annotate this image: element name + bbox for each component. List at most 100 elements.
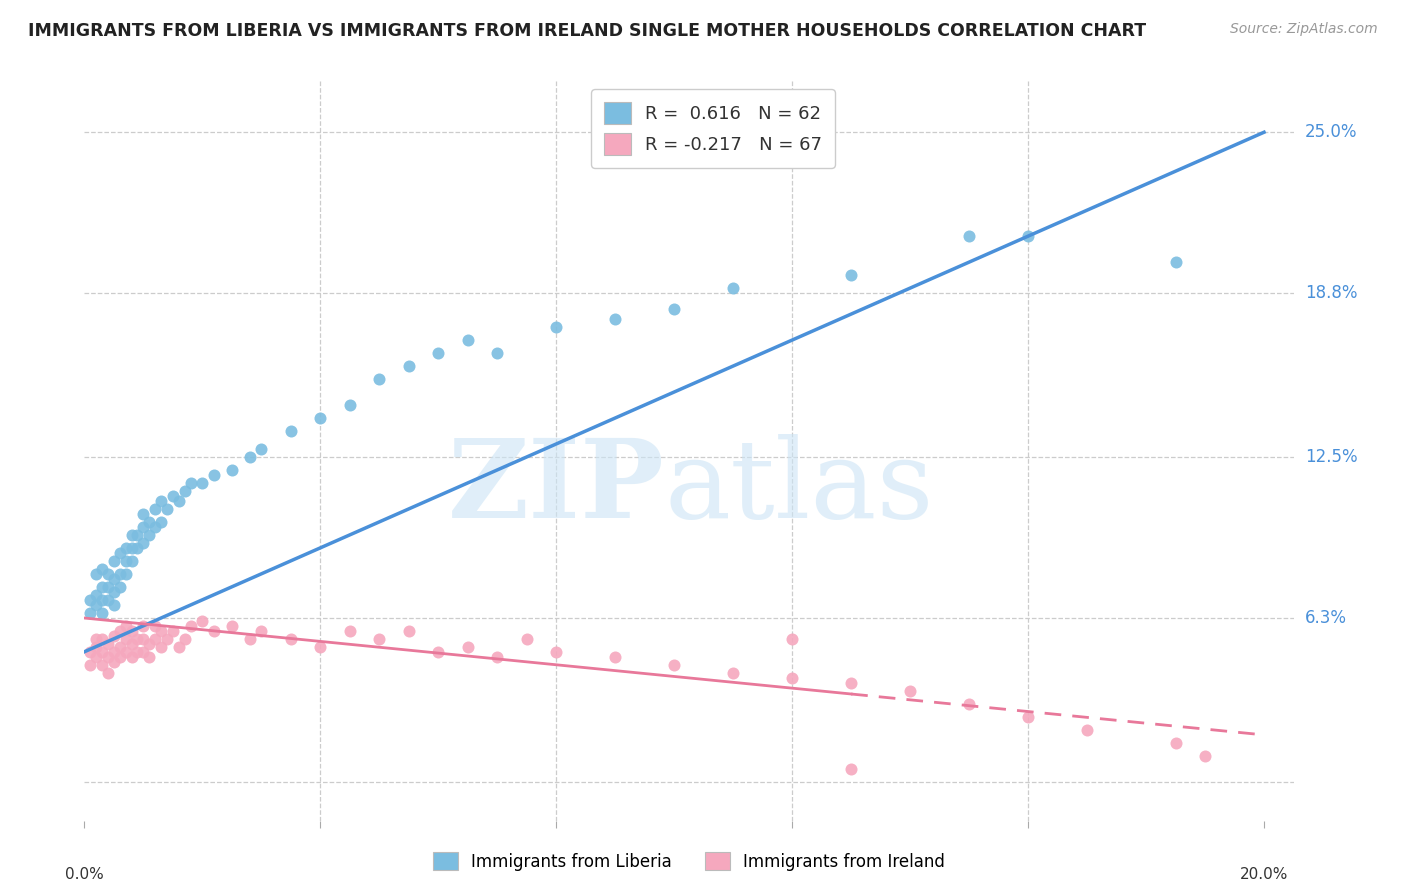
Point	[84, 588, 107, 602]
Point	[280, 424, 302, 438]
Point	[127, 645, 149, 659]
Point	[605, 312, 627, 326]
Point	[162, 489, 184, 503]
Point	[121, 624, 143, 638]
Point	[427, 645, 450, 659]
Point	[839, 762, 862, 776]
Point	[398, 359, 420, 373]
Point	[664, 301, 686, 316]
Point	[108, 650, 131, 665]
Point	[1017, 229, 1039, 244]
Point	[84, 566, 107, 581]
Point	[721, 281, 744, 295]
Point	[150, 515, 173, 529]
Legend: Immigrants from Liberia, Immigrants from Ireland: Immigrants from Liberia, Immigrants from…	[425, 844, 953, 879]
Point	[114, 541, 136, 555]
Point	[114, 554, 136, 568]
Point	[191, 614, 214, 628]
Point	[84, 650, 107, 665]
Point	[173, 632, 195, 646]
Point	[108, 580, 131, 594]
Point	[121, 637, 143, 651]
Point	[457, 333, 479, 347]
Point	[221, 463, 243, 477]
Point	[97, 580, 120, 594]
Point	[1164, 736, 1187, 750]
Point	[103, 585, 125, 599]
Point	[180, 475, 202, 490]
Point	[91, 606, 114, 620]
Text: Source: ZipAtlas.com: Source: ZipAtlas.com	[1230, 22, 1378, 37]
Point	[121, 541, 143, 555]
Point	[97, 650, 120, 665]
Point	[143, 619, 166, 633]
Point	[202, 468, 225, 483]
Point	[191, 475, 214, 490]
Point	[132, 645, 155, 659]
Point	[97, 665, 120, 680]
Point	[780, 671, 803, 685]
Point	[839, 676, 862, 690]
Point	[309, 411, 332, 425]
Point	[132, 535, 155, 549]
Point	[91, 580, 114, 594]
Point	[368, 372, 391, 386]
Point	[173, 483, 195, 498]
Point	[108, 624, 131, 638]
Point	[121, 650, 143, 665]
Point	[1164, 255, 1187, 269]
Point	[79, 606, 101, 620]
Point	[108, 546, 131, 560]
Text: atlas: atlas	[665, 434, 935, 541]
Point	[546, 320, 568, 334]
Point	[486, 346, 509, 360]
Text: 20.0%: 20.0%	[1240, 867, 1288, 882]
Point	[103, 645, 125, 659]
Point	[486, 650, 509, 665]
Text: 12.5%: 12.5%	[1305, 448, 1357, 466]
Point	[664, 657, 686, 672]
Point	[1194, 748, 1216, 763]
Point	[138, 515, 160, 529]
Point	[167, 494, 190, 508]
Point	[516, 632, 538, 646]
Point	[138, 637, 160, 651]
Point	[84, 640, 107, 654]
Point	[143, 520, 166, 534]
Point	[250, 624, 273, 638]
Point	[114, 566, 136, 581]
Point	[839, 268, 862, 282]
Point	[721, 665, 744, 680]
Point	[103, 655, 125, 669]
Point	[339, 624, 361, 638]
Point	[150, 494, 173, 508]
Point	[79, 645, 101, 659]
Point	[114, 645, 136, 659]
Point	[150, 624, 173, 638]
Point	[108, 566, 131, 581]
Point	[103, 572, 125, 586]
Point	[221, 619, 243, 633]
Point	[546, 645, 568, 659]
Point	[91, 562, 114, 576]
Text: 6.3%: 6.3%	[1305, 609, 1347, 627]
Point	[84, 598, 107, 612]
Point	[238, 632, 260, 646]
Point	[143, 632, 166, 646]
Point	[84, 632, 107, 646]
Point	[143, 502, 166, 516]
Point	[97, 566, 120, 581]
Point	[605, 650, 627, 665]
Point	[97, 592, 120, 607]
Point	[91, 632, 114, 646]
Point	[132, 619, 155, 633]
Point	[898, 683, 921, 698]
Text: ZIP: ZIP	[449, 434, 665, 541]
Point	[167, 640, 190, 654]
Point	[398, 624, 420, 638]
Point	[132, 507, 155, 521]
Point	[780, 632, 803, 646]
Point	[957, 697, 980, 711]
Point	[132, 632, 155, 646]
Point	[138, 528, 160, 542]
